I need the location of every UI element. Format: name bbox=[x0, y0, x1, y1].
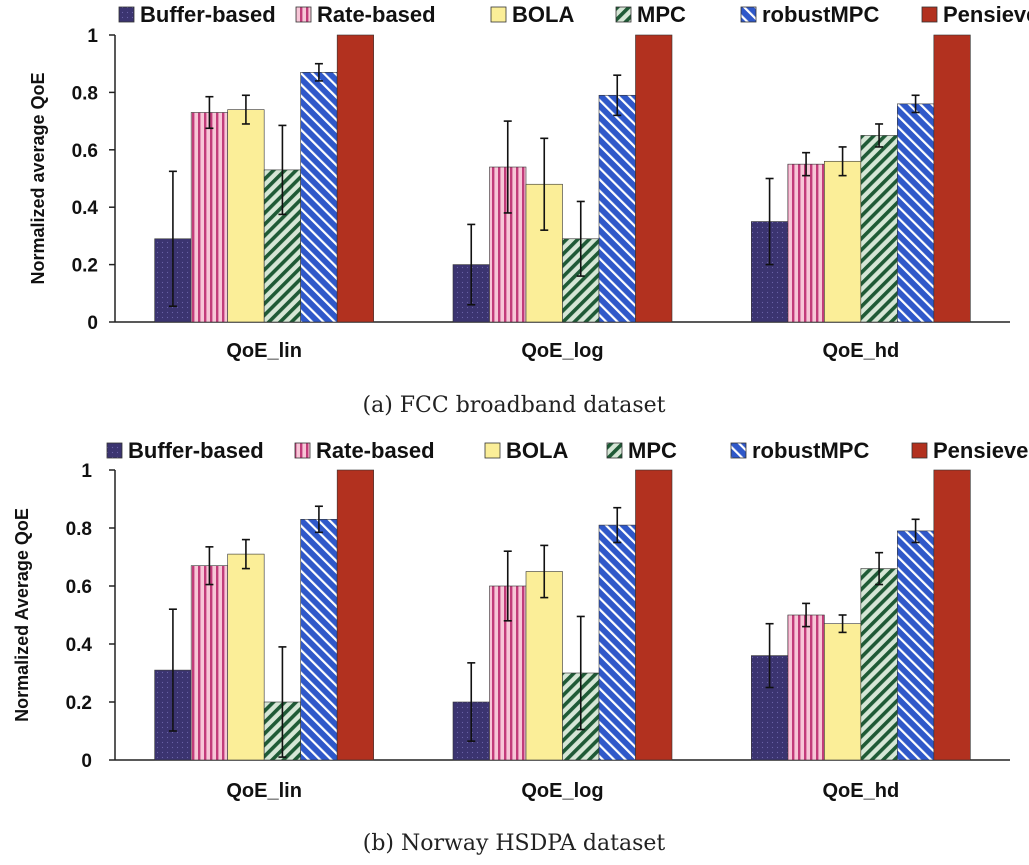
x-tick-label: QoE_lin bbox=[226, 780, 302, 802]
bar-robustmpc-qoe-log bbox=[598, 524, 636, 761]
legend-swatch-rate-based bbox=[294, 442, 311, 459]
x-tick-label: QoE_hd bbox=[822, 340, 899, 362]
legend-label-mpc: MPC bbox=[628, 438, 677, 463]
bar-bola-qoe-hd bbox=[824, 623, 862, 761]
bar-rate-based-qoe-lin bbox=[190, 565, 228, 761]
figure-caption: (b) Norway HSDPA dataset bbox=[363, 831, 666, 856]
y-axis-label: Normalized average QoE bbox=[28, 72, 48, 284]
x-tick-label: QoE_lin bbox=[226, 340, 302, 362]
y-tick-label: 0.6 bbox=[66, 577, 92, 598]
legend-label-rate-based: Rate-based bbox=[317, 2, 436, 27]
x-tick-label: QoE_log bbox=[521, 780, 603, 802]
y-tick-label: 0.6 bbox=[72, 141, 98, 162]
bar-mpc-qoe-hd bbox=[860, 135, 898, 323]
y-tick-label: 1 bbox=[81, 461, 92, 482]
x-tick-label: QoE_log bbox=[521, 340, 603, 362]
y-tick-label: 0.4 bbox=[66, 635, 93, 656]
y-tick-label: 0 bbox=[81, 751, 92, 772]
chart-fcc: 0 0.2 0.4 0.6 0.8 1 Normalized average QoE QoE_… bbox=[28, 2, 1029, 418]
bar-rate-based-qoe-lin bbox=[190, 112, 228, 323]
bar-robustmpc-qoe-log bbox=[598, 94, 636, 323]
bar-robustmpc-qoe-lin bbox=[300, 518, 338, 761]
y-axis-label: Normalized Average QoE bbox=[12, 508, 32, 722]
legend-label-bola: BOLA bbox=[512, 2, 574, 27]
legend-swatch-bola bbox=[490, 6, 507, 23]
legend: Buffer-based Rate-based BOLA MPC robustMPC Pe… bbox=[118, 2, 1029, 27]
bar-pensieve-qoe-hd bbox=[933, 34, 971, 323]
legend-label-mpc: MPC bbox=[637, 2, 686, 27]
legend-swatch-rate-based bbox=[295, 6, 312, 23]
chart-norway: 0 0.2 0.4 0.6 0.8 1 Normalized Average QoE QoE_… bbox=[12, 438, 1028, 856]
legend-swatch-buffer-based bbox=[118, 6, 135, 23]
bar-bola-qoe-hd bbox=[824, 160, 862, 323]
bar-pensieve-qoe-lin bbox=[336, 34, 374, 323]
bar-rate-based-qoe-hd bbox=[787, 614, 825, 761]
legend-swatch-mpc bbox=[615, 6, 632, 23]
y-tick-label: 1 bbox=[87, 26, 98, 47]
legend-label-buffer-based: Buffer-based bbox=[140, 2, 276, 27]
legend-label-pensieve: Pensieve bbox=[943, 2, 1029, 27]
bar-bola-qoe-lin bbox=[227, 553, 265, 761]
bar-bola-qoe-log bbox=[525, 571, 563, 761]
x-tick-label: QoE_hd bbox=[822, 780, 899, 802]
bar-pensieve-qoe-lin bbox=[336, 469, 374, 761]
legend-swatch-pensieve bbox=[921, 6, 938, 23]
bar-mpc-qoe-hd bbox=[860, 568, 898, 761]
y-tick-label: 0.4 bbox=[72, 198, 99, 219]
y-tick-label: 0.8 bbox=[66, 519, 92, 540]
legend-swatch-robustmpc bbox=[740, 6, 757, 23]
y-tick-label: 0 bbox=[87, 313, 98, 334]
legend-swatch-pensieve bbox=[911, 442, 928, 459]
legend-label-pensieve: Pensieve bbox=[933, 438, 1028, 463]
bar-pensieve-qoe-log bbox=[635, 34, 673, 323]
y-tick-label: 0.2 bbox=[72, 256, 98, 277]
bar-robustmpc-qoe-lin bbox=[300, 72, 338, 323]
y-tick-label: 0.2 bbox=[66, 693, 92, 714]
legend-swatch-bola bbox=[484, 442, 501, 459]
y-tick-label: 0.8 bbox=[72, 83, 98, 104]
legend-label-rate-based: Rate-based bbox=[316, 438, 435, 463]
figure-caption: (a) FCC broadband dataset bbox=[363, 393, 666, 418]
bar-robustmpc-qoe-hd bbox=[897, 530, 935, 761]
legend-swatch-mpc bbox=[606, 442, 623, 459]
legend-label-robustmpc: robustMPC bbox=[762, 2, 879, 27]
legend-swatch-robustmpc bbox=[730, 442, 747, 459]
legend-label-robustmpc: robustMPC bbox=[752, 438, 869, 463]
bar-rate-based-qoe-hd bbox=[787, 163, 825, 323]
legend-label-bola: BOLA bbox=[506, 438, 568, 463]
legend: Buffer-based Rate-based BOLA MPC robustMPC Pe… bbox=[106, 438, 1028, 463]
bar-bola-qoe-lin bbox=[227, 109, 265, 323]
bar-pensieve-qoe-hd bbox=[933, 469, 971, 761]
bar-pensieve-qoe-log bbox=[635, 469, 673, 761]
legend-label-buffer-based: Buffer-based bbox=[128, 438, 264, 463]
legend-swatch-buffer-based bbox=[106, 442, 123, 459]
bar-robustmpc-qoe-hd bbox=[897, 103, 935, 323]
